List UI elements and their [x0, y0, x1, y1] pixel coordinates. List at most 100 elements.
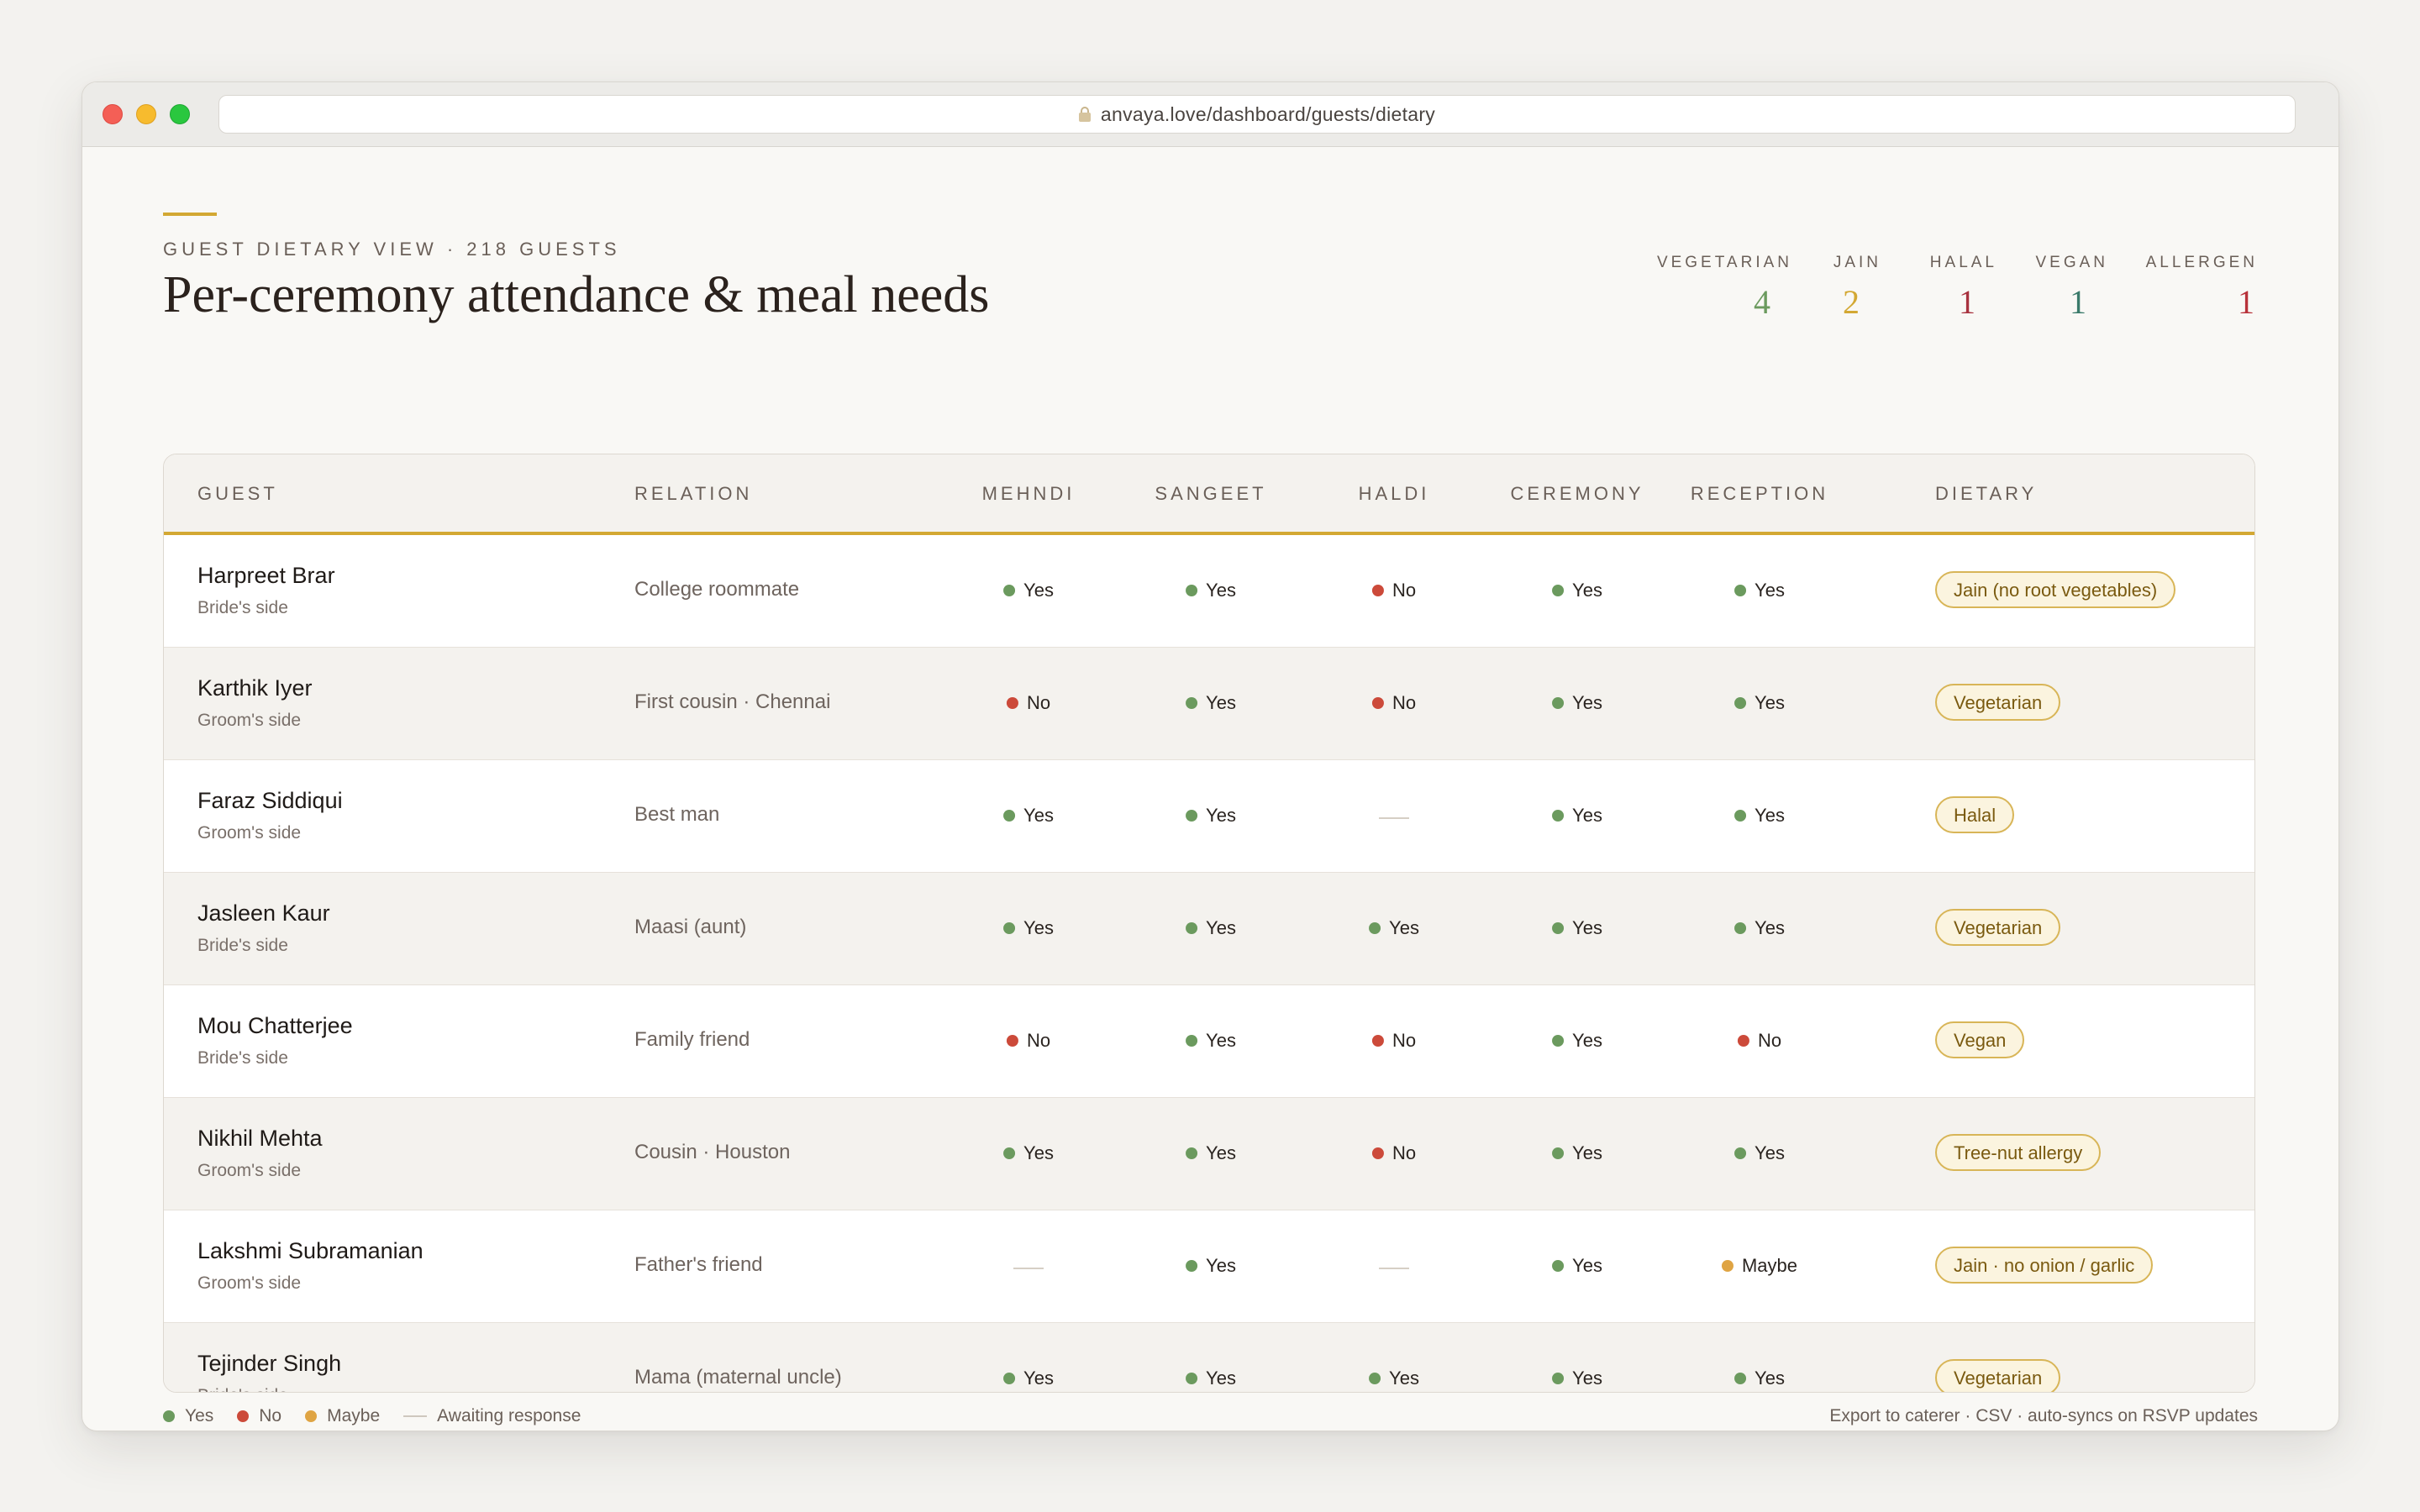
stat-label: VEGETARIAN	[1656, 254, 1792, 271]
table-row[interactable]: Tejinder Singh Bride's side Mama (maternal…	[164, 1323, 2254, 1392]
rsvp-label: Yes	[1572, 692, 1602, 713]
rsvp-reception: Yes	[1734, 1366, 1785, 1391]
guest-side: Bride's side	[197, 598, 288, 617]
yes-status-dot	[1003, 1147, 1016, 1159]
close-window-button[interactable]	[103, 104, 123, 124]
dietary-tag[interactable]: Vegetarian	[1935, 1359, 2061, 1392]
table-row[interactable]: Lakshmi Subramanian Groom's side Father's …	[164, 1210, 2254, 1323]
yes-status-dot	[1552, 810, 1565, 822]
no-status-dot	[1006, 697, 1018, 709]
stat-halal: HALAL 1	[1930, 254, 1997, 322]
stat-value: 1	[2070, 283, 2086, 321]
yes-status-dot	[1003, 922, 1016, 934]
rsvp-label: Yes	[1206, 1142, 1236, 1163]
guest-relation: Mama (maternal uncle)	[634, 1366, 842, 1389]
rsvp-ceremony: Yes	[1552, 916, 1602, 941]
no-status-dot	[1371, 697, 1384, 709]
zoom-window-button[interactable]	[170, 104, 190, 124]
rsvp-label: Yes	[1754, 580, 1785, 601]
guest-table: GUEST RELATION MEHNDI SANGEET HALDI CERE…	[163, 454, 2255, 1393]
yes-status-dot	[1552, 1260, 1565, 1272]
yes-status-dot	[1369, 1373, 1381, 1384]
rsvp-mehndi: Yes	[1003, 1366, 1054, 1391]
legend-label: Yes	[185, 1406, 214, 1425]
rsvp-label: Yes	[1023, 1368, 1054, 1389]
stat-vegetarian: VEGETARIAN 4	[1657, 254, 1792, 322]
rsvp-haldi: No	[1371, 690, 1416, 716]
rsvp-haldi: No	[1371, 1028, 1416, 1053]
lock-icon	[1078, 107, 1091, 122]
rsvp-label: Yes	[1023, 1142, 1054, 1163]
rsvp-label: No	[1757, 1030, 1782, 1051]
dietary-tag[interactable]: Vegan	[1935, 1021, 2025, 1058]
rsvp-label: No	[1026, 692, 1051, 713]
rsvp-mehndi: Yes	[1003, 1141, 1054, 1166]
maybe-status-dot	[1721, 1260, 1733, 1272]
yes-status-dot	[1186, 1373, 1198, 1384]
dietary-tag[interactable]: Vegetarian	[1935, 684, 2061, 721]
no-status-dot	[237, 1410, 250, 1422]
table-row[interactable]: Jasleen Kaur Bride's side Maasi (aunt) Yes Y…	[164, 873, 2254, 985]
rsvp-label: Yes	[1572, 580, 1602, 601]
dietary-tag[interactable]: Jain · no onion / garlic	[1935, 1247, 2154, 1284]
no-status-dot	[1006, 1035, 1018, 1047]
table-row[interactable]: Karthik Iyer Groom's side First cousin · C…	[164, 648, 2254, 760]
rsvp-label: Yes	[1206, 580, 1236, 601]
dietary-tag[interactable]: Vegetarian	[1935, 909, 2061, 946]
column-header-mehndi[interactable]: MEHNDI	[981, 483, 1076, 504]
rsvp-sangeet: Yes	[1186, 578, 1236, 603]
column-header-ceremony[interactable]: CEREMONY	[1510, 483, 1644, 504]
guest-relation: Father's friend	[634, 1253, 763, 1276]
export-note[interactable]: Export to caterer · CSV · auto-syncs on …	[1829, 1406, 2258, 1425]
column-header-sangeet[interactable]: SANGEET	[1155, 483, 1267, 504]
dietary-tag[interactable]: Halal	[1935, 796, 2015, 833]
guest-name: Faraz Siddiqui	[197, 788, 343, 813]
table-row[interactable]: Harpreet Brar Bride's side College roommat…	[164, 535, 2254, 648]
yes-status-dot	[1552, 585, 1565, 596]
column-header-relation[interactable]: RELATION	[634, 483, 753, 504]
rsvp-label: Yes	[1206, 692, 1236, 713]
column-header-dietary[interactable]: DIETARY	[1935, 483, 2038, 504]
legend-label: Awaiting response	[437, 1406, 581, 1425]
rsvp-label: Yes	[1754, 692, 1785, 713]
rsvp-label: Yes	[1206, 1368, 1236, 1389]
column-header-guest[interactable]: GUEST	[197, 483, 278, 504]
yes-status-dot	[1734, 585, 1747, 596]
yes-status-dot	[1003, 1373, 1016, 1384]
yes-status-dot	[1734, 922, 1747, 934]
rsvp-label: Yes	[1206, 1030, 1236, 1051]
rsvp-sangeet: Yes	[1186, 1366, 1236, 1391]
rsvp-label: Yes	[1754, 917, 1785, 938]
table-header: GUEST RELATION MEHNDI SANGEET HALDI CERE…	[164, 454, 2254, 535]
dietary-tag[interactable]: Tree-nut allergy	[1935, 1134, 2102, 1171]
table-row[interactable]: Faraz Siddiqui Groom's side Best man Yes Yes…	[164, 760, 2254, 873]
rsvp-label: Yes	[1754, 1142, 1785, 1163]
guest-side: Groom's side	[197, 1273, 302, 1293]
status-legend: Yes No Maybe Awaiting response	[163, 1406, 581, 1426]
rsvp-sangeet: Yes	[1186, 803, 1236, 828]
rsvp-label: Yes	[1023, 917, 1054, 938]
yes-status-dot	[1186, 585, 1198, 596]
accent-divider	[163, 213, 217, 216]
rsvp-label: Yes	[1572, 1255, 1602, 1276]
stat-jain: JAIN 2	[1833, 254, 1881, 322]
yes-status-dot	[1552, 922, 1565, 934]
minimize-window-button[interactable]	[136, 104, 156, 124]
guest-name: Lakshmi Subramanian	[197, 1238, 424, 1263]
no-status-dot	[1371, 1035, 1384, 1047]
awaiting-dash	[1379, 1268, 1409, 1269]
stat-value: 1	[2238, 283, 2254, 321]
column-header-reception[interactable]: RECEPTION	[1690, 483, 1829, 504]
rsvp-haldi	[1379, 1253, 1409, 1278]
guest-name: Jasleen Kaur	[197, 900, 330, 926]
rsvp-sangeet: Yes	[1186, 690, 1236, 716]
table-row[interactable]: Mou Chatterjee Bride's side Family friend N…	[164, 985, 2254, 1098]
address-bar[interactable]: anvaya.love/dashboard/guests/dietary	[218, 95, 2296, 134]
guest-side: Bride's side	[197, 1048, 288, 1068]
table-row[interactable]: Nikhil Mehta Groom's side Cousin · Houston…	[164, 1098, 2254, 1210]
url-text: anvaya.love/dashboard/guests/dietary	[1100, 102, 1436, 125]
column-header-haldi[interactable]: HALDI	[1358, 483, 1430, 504]
dietary-tag[interactable]: Jain (no root vegetables)	[1935, 571, 2176, 608]
rsvp-mehndi: No	[1006, 690, 1051, 716]
yes-status-dot	[1186, 1147, 1198, 1159]
